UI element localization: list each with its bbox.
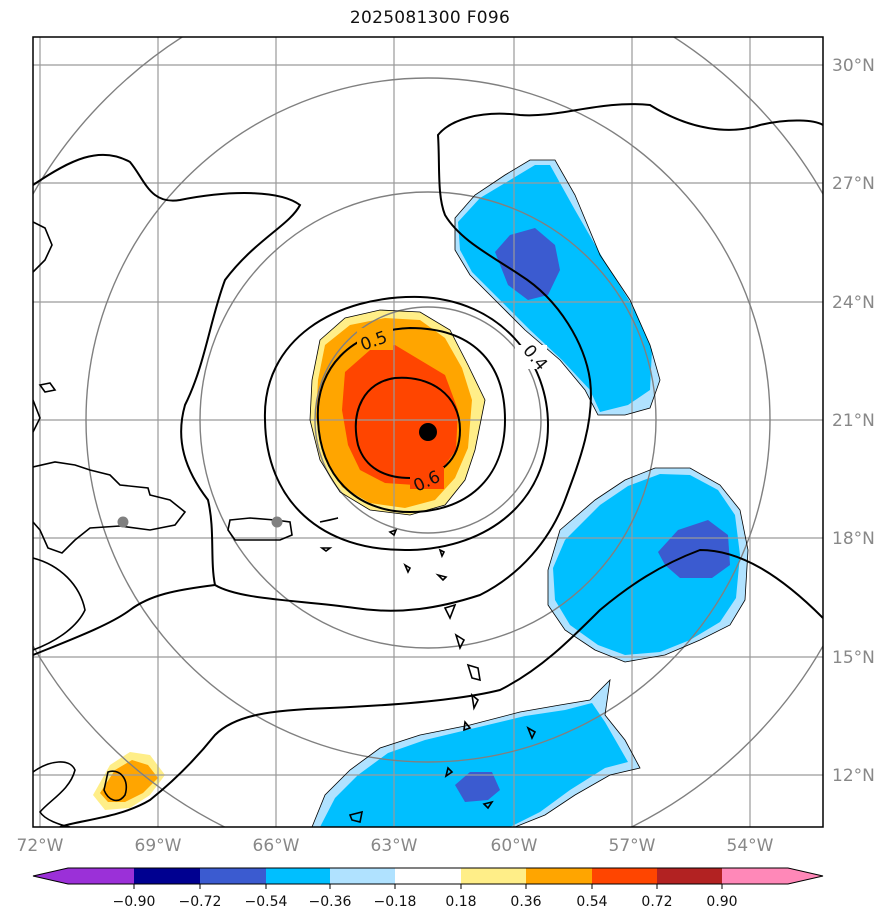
colorbar-tick: −0.36 xyxy=(309,894,352,910)
positive-anomaly-southwest xyxy=(93,752,165,810)
city-marker-san-juan xyxy=(271,516,283,528)
coastlines xyxy=(33,221,537,827)
colorbar-segment xyxy=(526,868,592,884)
colorbar-segment xyxy=(134,868,200,884)
contour-west xyxy=(33,584,216,656)
colorbar: −0.90 −0.72 −0.54 −0.36 −0.18 0.18 0.36 … xyxy=(32,867,824,910)
aruba-outline xyxy=(103,770,127,802)
lon-axis-labels: 72°W 69°W 66°W 63°W 60°W 57°W 54°W xyxy=(17,836,774,856)
puerto-rico-outline xyxy=(227,517,293,541)
lon-label: 63°W xyxy=(371,836,418,856)
colorbar-tick: 0.18 xyxy=(445,894,476,910)
venezuela-coast-west xyxy=(33,761,76,827)
colorbar-segment xyxy=(266,868,330,884)
lat-label: 21°N xyxy=(832,411,875,431)
colorbar-tick: 0.36 xyxy=(510,894,541,910)
colorbar-tick: 0.72 xyxy=(641,894,672,910)
lon-label: 57°W xyxy=(609,836,656,856)
colorbar-segment xyxy=(592,868,657,884)
colorbar-tick: 0.54 xyxy=(576,894,607,910)
colorbar-segment xyxy=(330,868,395,884)
colorbar-segment xyxy=(722,868,788,884)
colorbar-segment xyxy=(395,868,461,884)
map-title: 2025081300 F096 xyxy=(349,8,511,28)
lat-label: 15°N xyxy=(832,648,875,668)
lat-axis-labels: 30°N 27°N 24°N 21°N 18°N 15°N 12°N xyxy=(832,56,875,786)
colorbar-segment xyxy=(657,868,722,884)
lat-label: 24°N xyxy=(832,293,875,313)
contour-0.4 xyxy=(263,295,550,552)
colorbar-extend-max xyxy=(788,868,823,884)
cuba-jamaica-outline xyxy=(33,557,86,651)
lon-label: 72°W xyxy=(17,836,64,856)
positive-anomaly-storm xyxy=(310,310,485,515)
colorbar-segment xyxy=(200,868,266,884)
range-rings xyxy=(33,37,823,827)
map-frame xyxy=(32,36,824,828)
map-area: 0.5 0.4 0.6 xyxy=(33,37,823,827)
lat-label: 12°N xyxy=(832,766,875,786)
city-marker-santo-domingo xyxy=(117,516,129,528)
colorbar-tick: 0.90 xyxy=(706,894,737,910)
contour-0.6 xyxy=(354,376,462,480)
negative-anomaly-northeast xyxy=(455,160,660,415)
contour-outer-north xyxy=(33,103,823,612)
lon-label: 66°W xyxy=(253,836,300,856)
hispaniola-outline xyxy=(33,461,187,554)
colorbar-tick: −0.72 xyxy=(179,894,222,910)
contour-south xyxy=(59,548,823,827)
colorbar-tick: −0.90 xyxy=(113,894,156,910)
contour-lines xyxy=(33,103,823,827)
colorbar-segment xyxy=(68,868,134,884)
negative-anomaly-south xyxy=(312,680,640,827)
shading-outlines xyxy=(309,159,749,827)
lat-label: 30°N xyxy=(832,56,875,76)
lat-label: 18°N xyxy=(832,529,875,549)
colorbar-tick: −0.54 xyxy=(245,894,288,910)
lon-label: 60°W xyxy=(491,836,538,856)
small-island-west xyxy=(38,382,57,393)
colorbar-segment xyxy=(461,868,526,884)
colorbar-extend-min xyxy=(33,868,68,884)
bahamas-outline xyxy=(33,221,53,273)
lon-label: 54°W xyxy=(727,836,774,856)
colorbar-tick: −0.18 xyxy=(374,894,417,910)
storm-center-marker xyxy=(419,423,437,441)
lon-label: 69°W xyxy=(135,836,182,856)
lesser-antilles-islands xyxy=(319,517,537,823)
island-outline-west xyxy=(33,399,41,433)
lat-label: 27°N xyxy=(832,174,875,194)
